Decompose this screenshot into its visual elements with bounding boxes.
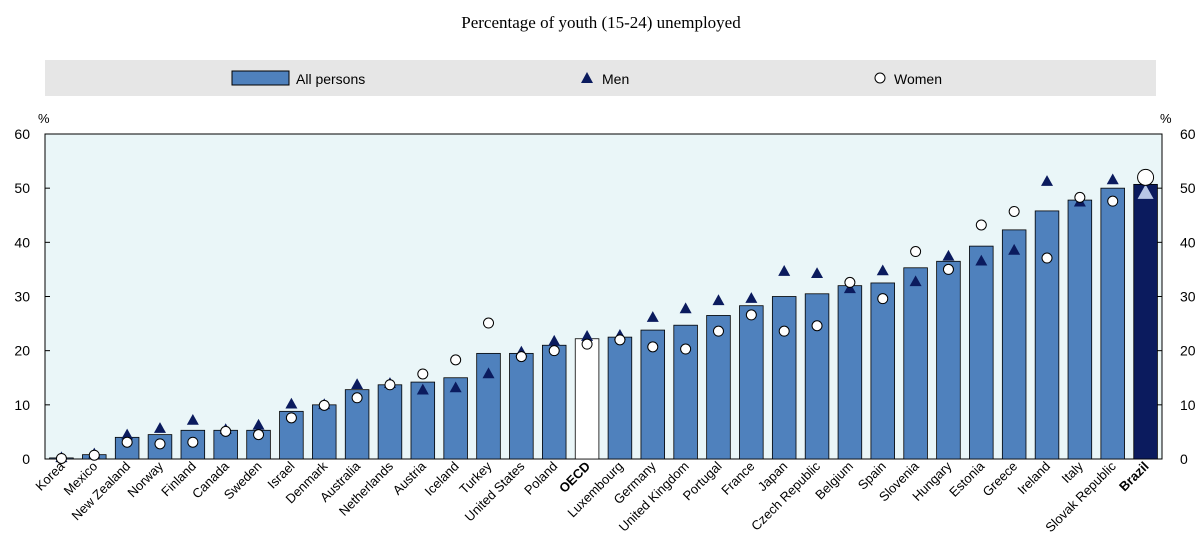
- legend-marker-women: [875, 73, 885, 83]
- y-axis-unit-right: %: [1160, 111, 1172, 126]
- women-marker-japan: [779, 326, 789, 336]
- y-tick-label-right: 0: [1180, 451, 1188, 467]
- bar-spain: [871, 283, 895, 459]
- plot-area: [45, 134, 1162, 459]
- y-tick-label-right: 30: [1180, 289, 1196, 305]
- women-marker-brazil: [1138, 169, 1154, 185]
- women-marker-czech-republic: [812, 321, 822, 331]
- bar-hungary: [937, 261, 961, 459]
- y-axis-right: 0 10 20 30 40 50 60: [1157, 126, 1196, 467]
- women-marker-sweden: [254, 430, 264, 440]
- women-marker-norway: [155, 439, 165, 449]
- women-marker-mexico: [89, 450, 99, 460]
- y-tick-label-left: 10: [14, 397, 30, 413]
- bar-portugal: [707, 315, 731, 459]
- women-marker-belgium: [845, 277, 855, 287]
- women-marker-united-kingdom: [681, 344, 691, 354]
- x-label-estonia: Estonia: [946, 458, 988, 500]
- y-tick-label-left: 60: [14, 126, 30, 142]
- women-marker-luxembourg: [615, 335, 625, 345]
- women-marker-greece: [1009, 206, 1019, 216]
- x-label-greece: Greece: [980, 459, 1021, 500]
- y-tick-label-right: 40: [1180, 234, 1196, 250]
- bar-slovenia: [904, 268, 928, 459]
- bar-oecd: [575, 339, 599, 459]
- women-marker-portugal: [713, 326, 723, 336]
- bar-brazil: [1134, 184, 1158, 459]
- bar-japan: [772, 297, 796, 460]
- x-label-france: France: [718, 459, 757, 498]
- bar-ireland: [1035, 211, 1059, 459]
- y-axis-unit-left: %: [38, 111, 50, 126]
- legend-label-all-persons: All persons: [296, 71, 365, 87]
- women-marker-australia: [352, 393, 362, 403]
- women-marker-ireland: [1042, 253, 1052, 263]
- bar-belgium: [838, 286, 862, 459]
- bar-poland: [542, 345, 566, 459]
- women-marker-germany: [648, 342, 658, 352]
- women-marker-israel: [286, 413, 296, 423]
- bar-luxembourg: [608, 337, 632, 459]
- legend-swatch-all-persons: [232, 71, 289, 85]
- legend-label-men: Men: [602, 71, 629, 87]
- y-tick-label-left: 0: [22, 451, 30, 467]
- bar-greece: [1002, 230, 1026, 459]
- x-label-italy: Italy: [1059, 458, 1087, 486]
- bar-italy: [1068, 200, 1092, 459]
- y-tick-label-left: 20: [14, 343, 30, 359]
- legend-background: [45, 60, 1156, 96]
- women-marker-italy: [1075, 192, 1085, 202]
- y-tick-label-left: 40: [14, 234, 30, 250]
- chart-title: Percentage of youth (15-24) unemployed: [461, 13, 741, 32]
- women-marker-poland: [549, 346, 559, 356]
- y-tick-label-right: 50: [1180, 180, 1196, 196]
- x-label-brazil: Brazil: [1116, 459, 1152, 495]
- y-tick-label-left: 30: [14, 289, 30, 305]
- y-tick-label-right: 20: [1180, 343, 1196, 359]
- women-marker-turkey: [484, 318, 494, 328]
- women-marker-hungary: [943, 264, 953, 274]
- women-marker-spain: [878, 294, 888, 304]
- bar-france: [740, 306, 764, 459]
- women-marker-slovenia: [911, 247, 921, 257]
- legend: All persons Men Women: [45, 60, 1156, 96]
- women-marker-new-zealand: [122, 437, 132, 447]
- women-marker-iceland: [451, 355, 461, 365]
- women-marker-denmark: [319, 400, 329, 410]
- y-tick-label-right: 60: [1180, 126, 1196, 142]
- bar-united-states: [510, 353, 534, 459]
- legend-label-women: Women: [894, 71, 942, 87]
- bar-estonia: [969, 246, 993, 459]
- x-label-norway: Norway: [124, 458, 166, 500]
- women-marker-oecd: [582, 339, 592, 349]
- women-marker-netherlands: [385, 380, 395, 390]
- women-marker-france: [746, 310, 756, 320]
- women-marker-austria: [418, 369, 428, 379]
- x-label-austria: Austria: [390, 458, 430, 498]
- bar-slovak-republic: [1101, 188, 1125, 459]
- bar-czech-republic: [805, 294, 829, 459]
- x-label-ireland: Ireland: [1014, 459, 1053, 498]
- x-label-iceland: Iceland: [422, 459, 462, 499]
- women-marker-finland: [188, 437, 198, 447]
- women-marker-united-states: [516, 352, 526, 362]
- women-marker-estonia: [976, 220, 986, 230]
- bar-netherlands: [378, 385, 402, 459]
- y-tick-label-right: 10: [1180, 397, 1196, 413]
- y-tick-label-left: 50: [14, 180, 30, 196]
- x-label-poland: Poland: [521, 459, 560, 498]
- women-marker-slovak-republic: [1108, 196, 1118, 206]
- bar-denmark: [312, 405, 336, 459]
- women-marker-canada: [221, 426, 231, 436]
